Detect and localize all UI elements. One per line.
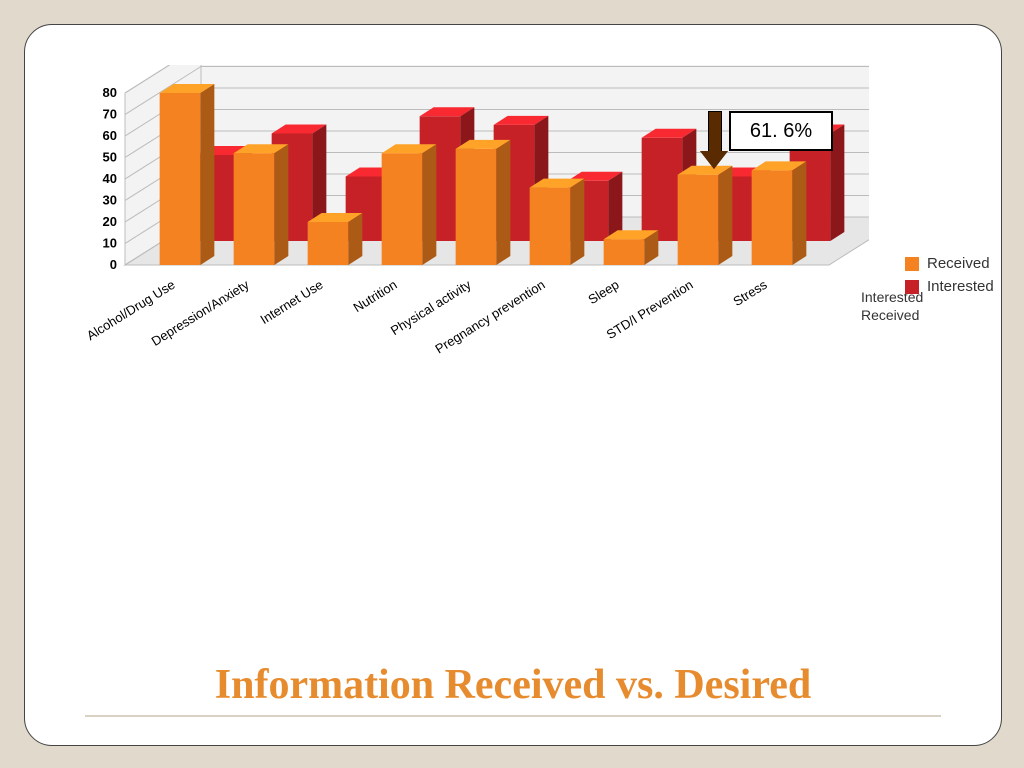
slide-title: Information Received vs. Desired (25, 661, 1001, 709)
svg-text:60: 60 (103, 128, 117, 143)
content-card: 01020304050607080Alcohol/Drug UseDepress… (24, 24, 1002, 746)
legend-label-received: Received (927, 255, 990, 272)
legend-label-interested: Interested (927, 278, 994, 295)
svg-text:Stress: Stress (730, 277, 770, 310)
callout-arrow-icon (705, 111, 723, 167)
chart-legend: Received Interested (905, 255, 994, 301)
svg-text:70: 70 (103, 107, 117, 122)
legend-swatch-received (905, 257, 919, 271)
svg-text:Nutrition: Nutrition (351, 277, 400, 315)
legend-item-received: Received (905, 255, 994, 272)
svg-text:20: 20 (103, 214, 117, 229)
svg-text:Internet Use: Internet Use (258, 277, 326, 327)
svg-text:40: 40 (103, 171, 117, 186)
svg-text:Sleep: Sleep (585, 277, 621, 307)
svg-text:0: 0 (110, 257, 117, 272)
svg-text:30: 30 (103, 193, 117, 208)
depth-label-received: Received (861, 307, 923, 323)
legend-swatch-interested (905, 280, 919, 294)
legend-item-interested: Interested (905, 278, 994, 295)
svg-text:50: 50 (103, 150, 117, 165)
title-underline (85, 715, 941, 717)
callout-label: 61. 6% (729, 111, 833, 151)
chart-container: 01020304050607080Alcohol/Drug UseDepress… (69, 65, 869, 395)
svg-text:10: 10 (103, 236, 117, 251)
svg-text:80: 80 (103, 85, 117, 100)
page-background: 01020304050607080Alcohol/Drug UseDepress… (0, 0, 1024, 768)
